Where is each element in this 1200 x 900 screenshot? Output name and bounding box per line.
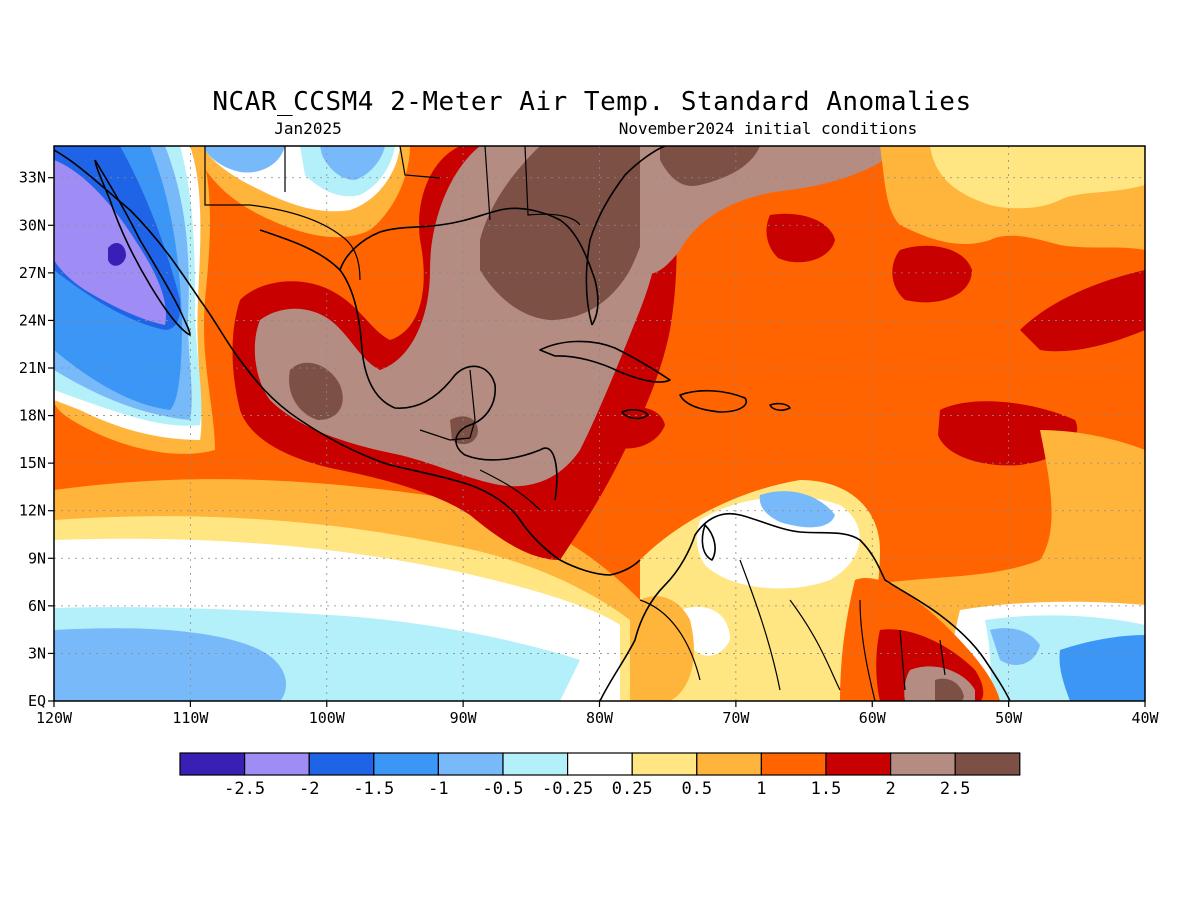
latitude-tick-label: 27N (19, 264, 46, 282)
colorbar: -2.5 -2 -1.5 -1 -0.5 -0.25 0.25 0.5 1 1.5 2 2.5 (179, 752, 1021, 799)
latitude-tick-label: 21N (19, 359, 46, 377)
anomaly-band-neg-2-baja (54, 160, 166, 325)
valid-month-label: Jan2025 (274, 119, 341, 138)
colorbar-swatch (825, 752, 892, 776)
coastline-baja (94, 159, 191, 336)
anomaly-band-1.5-2-atlantic-a (766, 213, 835, 263)
border-us-states (284, 146, 581, 226)
latitude-tick-label: 24N (19, 311, 46, 329)
longitude-tick-label: 90W (450, 709, 478, 727)
latitude-tick-label: EQ (28, 692, 46, 710)
coastline-jamaica (621, 409, 649, 420)
anomaly-band-1.5-2-atlantic-c (938, 401, 1078, 466)
anomaly-band-1.5-2-atlantic-d (1020, 270, 1145, 352)
coastline-gulf-of-mexico (259, 229, 558, 501)
longitude-tick-label: 70W (722, 709, 750, 727)
longitude-axis: 120W 110W 100W 90W 80W 70W 60W 50W 40W (36, 701, 1160, 727)
coastline-us-gulf (339, 207, 599, 326)
longitude-tick-label: 50W (995, 709, 1023, 727)
colorbar-swatch (760, 752, 827, 776)
colorbar-label: -2 (299, 779, 319, 799)
anomaly-band-1.5-2-atlantic-b (892, 245, 972, 303)
colorbar-swatch (566, 752, 633, 776)
colorbar-label: -0.5 (483, 779, 524, 799)
anomaly-band-0.5-1-colombia (640, 596, 694, 701)
anomaly-band-neg-2.5-baja (108, 242, 126, 266)
colorbar-label: -0.25 (542, 779, 593, 799)
colorbar-label: 2.5 (940, 779, 971, 799)
init-conditions-label: November2024 initial conditions (619, 119, 918, 138)
colorbar-swatch (308, 752, 375, 776)
border-us-mexico (204, 146, 361, 281)
colorbar-label: -2.5 (224, 779, 265, 799)
latitude-tick-label: 18N (19, 407, 46, 425)
latitude-tick-label: 15N (19, 454, 46, 472)
border-central-america (419, 369, 541, 511)
colorbar-label: 0.25 (612, 779, 653, 799)
longitude-tick-label: 100W (309, 709, 346, 727)
longitude-tick-label: 60W (859, 709, 887, 727)
colorbar-swatch (437, 752, 504, 776)
coastlines (54, 146, 1011, 701)
colorbar-label: 2 (885, 779, 895, 799)
anomaly-band-gt-2.5-central-mexico (289, 362, 343, 420)
coastline-puerto-rico (769, 402, 791, 411)
anomaly-band-0.25-0.5-ne-atlantic (930, 146, 1145, 209)
anomaly-band-neg-0.5-caribbean-south (759, 491, 835, 528)
longitude-tick-label: 80W (586, 709, 614, 727)
longitude-tick-label: 120W (36, 709, 73, 727)
anomaly-band-neg-1-tropical-atlantic (1059, 635, 1145, 701)
latitude-tick-label: 33N (19, 169, 46, 187)
colorbar-label: -1.5 (353, 779, 394, 799)
latitude-tick-label: 6N (28, 597, 46, 615)
latitude-axis: EQ 3N 6N 9N 12N 15N 18N 21N 24N 27N 30N 33N (19, 169, 54, 710)
anomaly-band-neg-0.5-pacific (54, 628, 286, 701)
colorbar-swatch (696, 752, 762, 776)
latitude-tick-label: 9N (28, 549, 46, 567)
colorbar-swatch (502, 752, 569, 776)
colorbar-label: 1.5 (811, 779, 842, 799)
coastline-florida-east (585, 146, 666, 326)
anomaly-band-gt-2.5-guianas (935, 678, 964, 701)
coastline-maracaibo (701, 524, 716, 561)
colorbar-swatch (179, 752, 246, 776)
anomaly-band-gt-2.5-se-us (660, 146, 760, 186)
colorbar-label: 0.5 (681, 779, 712, 799)
anomaly-band-neg-0.5-nw-mexico (205, 146, 285, 173)
colorbar-swatch (373, 752, 439, 776)
colorbar-label: -1 (428, 779, 448, 799)
graticule (54, 146, 1145, 701)
anomaly-band-neg-0.5-sw-us (320, 146, 385, 180)
colorbar-swatch (631, 752, 698, 776)
colorbar-label: 1 (756, 779, 766, 799)
longitude-tick-label: 40W (1131, 709, 1159, 727)
anomaly-band-gt-2.5-gulf-florida (480, 146, 651, 320)
anomaly-band-neg-0.5-amapa-coast (990, 628, 1040, 665)
map-title: NCAR_CCSM4 2-Meter Air Temp. Standard An… (212, 87, 971, 117)
colorbar-swatch (954, 752, 1021, 776)
colorbar-swatch (244, 752, 310, 776)
coastline-south-america-north (599, 513, 1011, 701)
coastline-cuba (539, 340, 671, 383)
latitude-tick-label: 12N (19, 502, 46, 520)
colorbar-swatch (889, 752, 956, 776)
coastline-hispaniola (679, 389, 747, 413)
coastline-north-america-west (54, 149, 641, 576)
longitude-tick-label: 110W (172, 709, 209, 727)
anomaly-band-1.5-2-caribbean (600, 407, 665, 449)
latitude-tick-label: 30N (19, 216, 46, 234)
border-south-america (639, 559, 946, 701)
anomaly-field (54, 146, 1145, 701)
latitude-tick-label: 3N (28, 644, 46, 662)
